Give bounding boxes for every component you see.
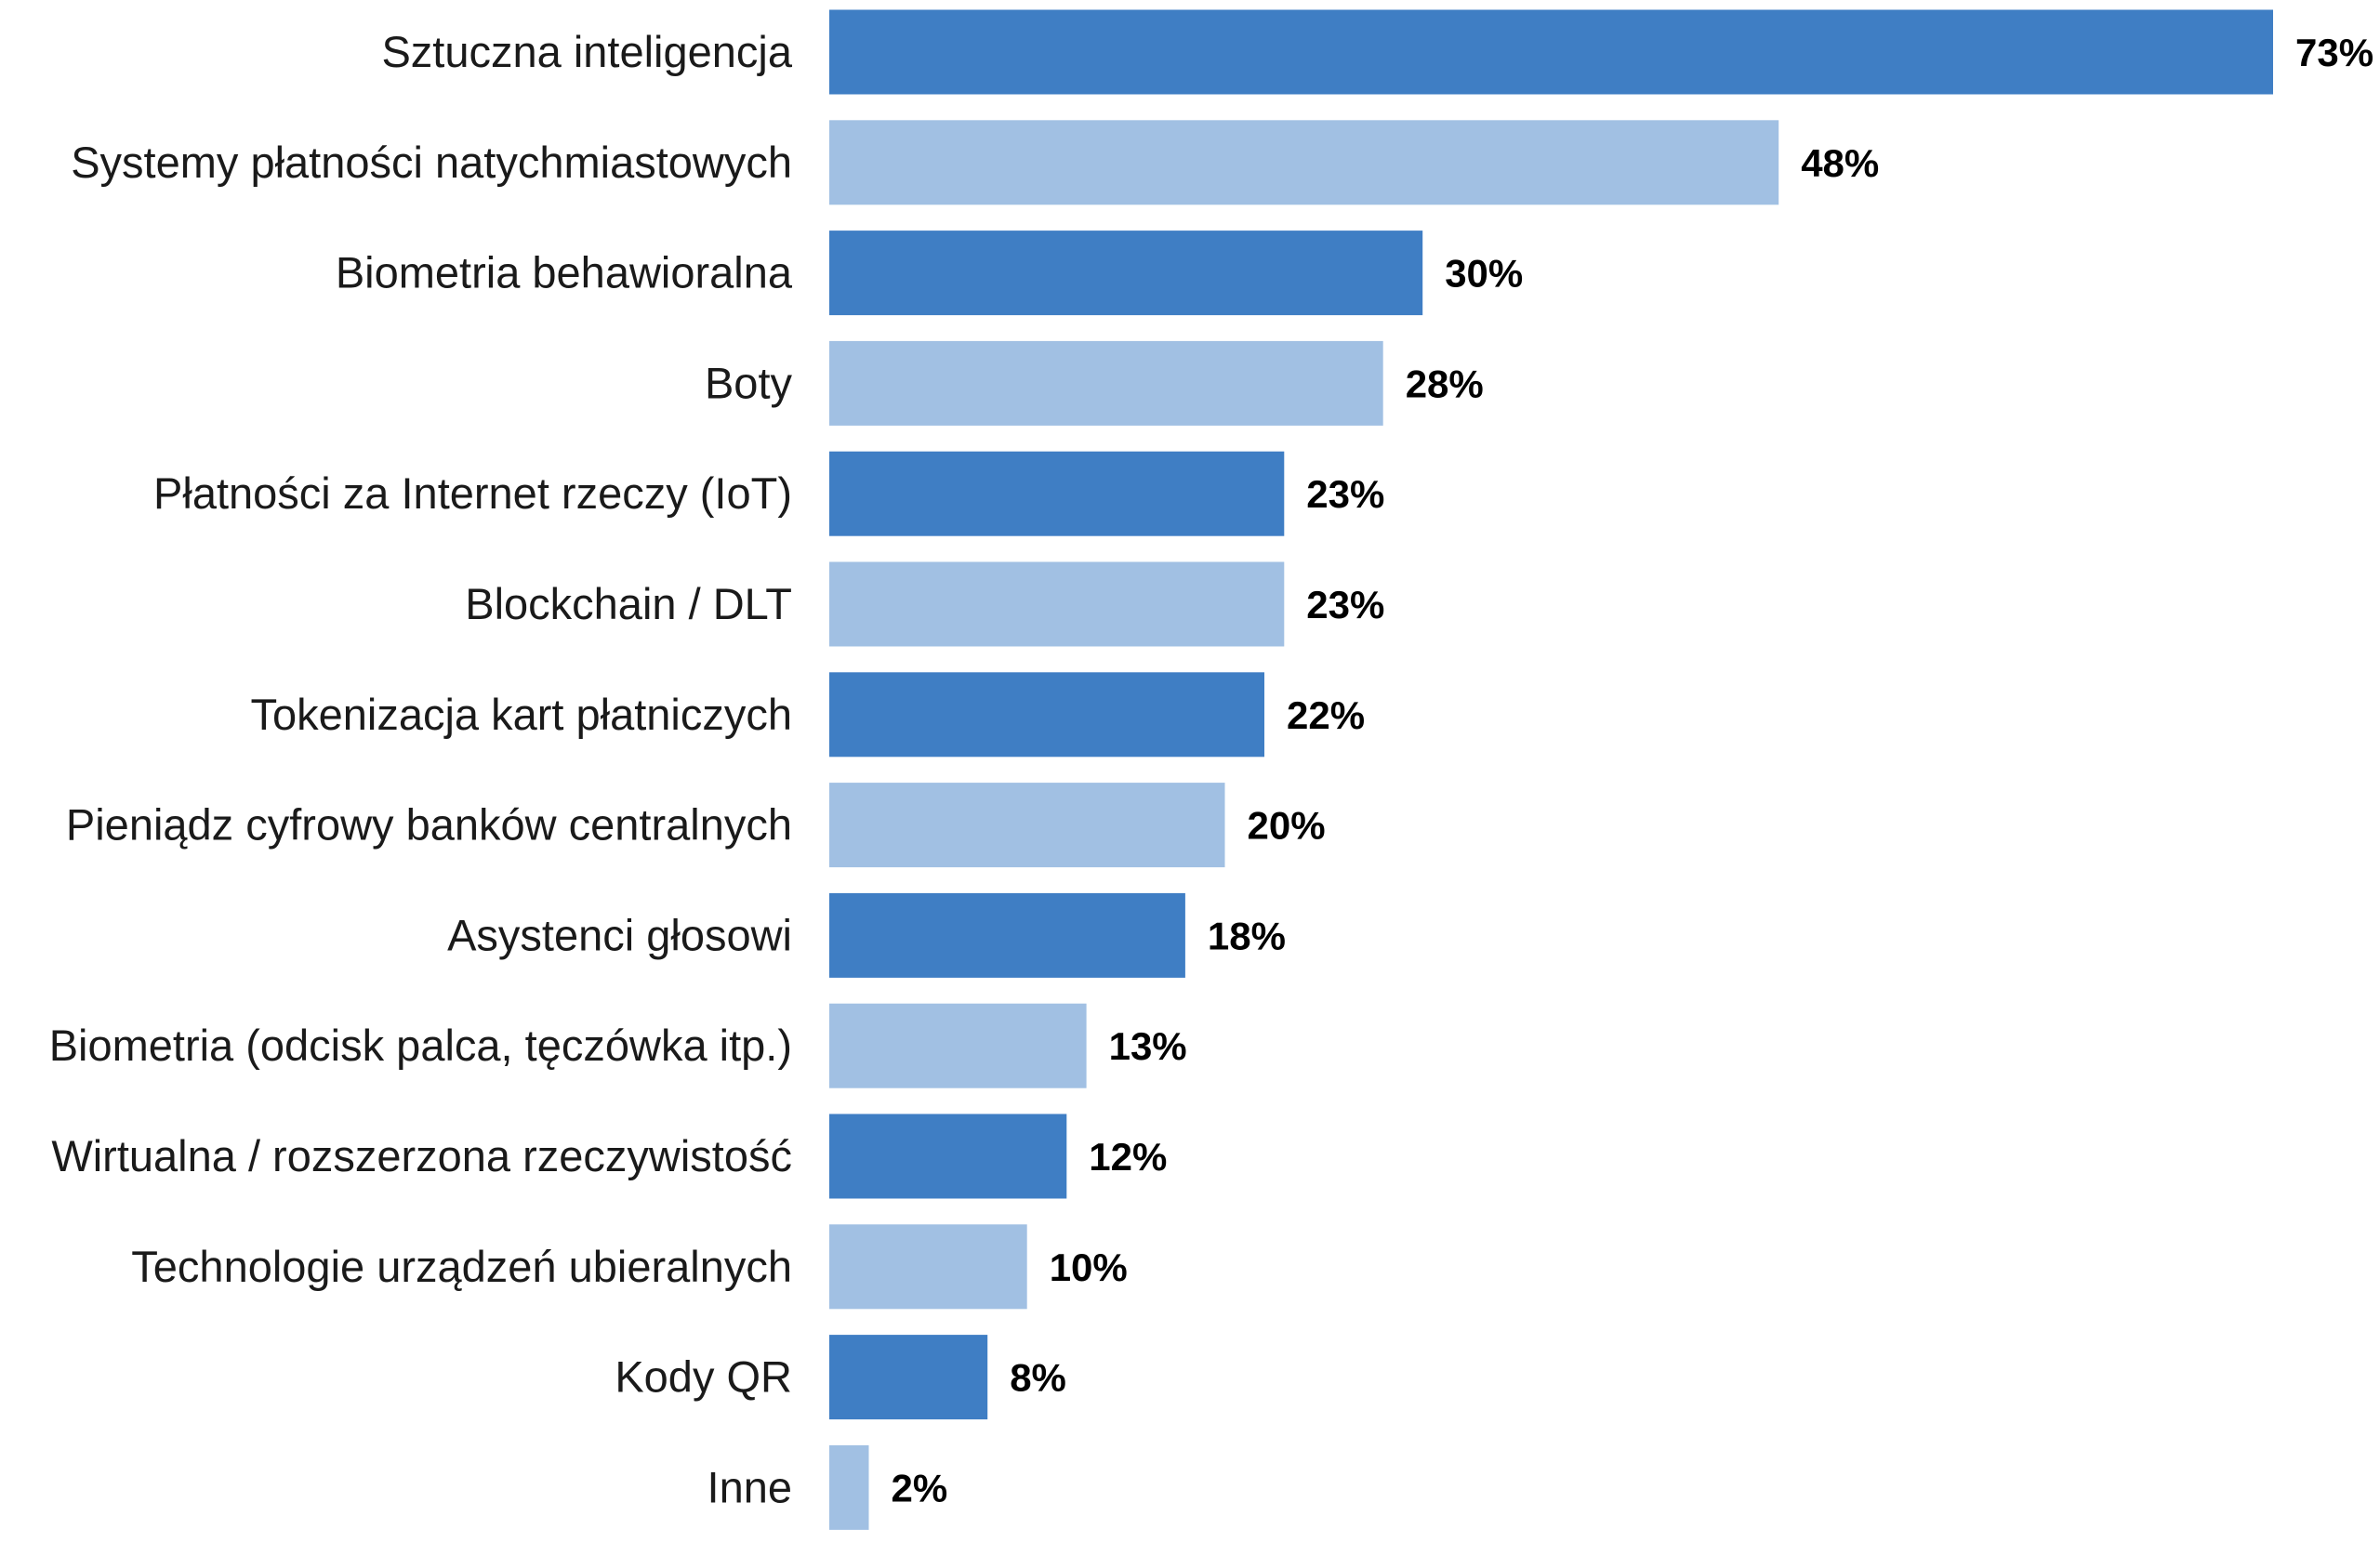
value-label-14: 2% <box>892 1466 948 1509</box>
bar-13 <box>829 1335 988 1420</box>
category-label-9: Asystenci głosowi <box>447 910 792 959</box>
bar-12 <box>829 1224 1027 1310</box>
value-label-8: 20% <box>1248 804 1326 848</box>
value-label-2: 48% <box>1801 141 1879 185</box>
bars-layer <box>829 9 2273 1530</box>
value-label-9: 18% <box>1208 914 1286 957</box>
bar-1 <box>829 9 2273 95</box>
bar-2 <box>829 120 1779 205</box>
bar-5 <box>829 451 1285 536</box>
value-label-1: 73% <box>2295 31 2373 74</box>
category-label-3: Biometria behawioralna <box>336 248 793 297</box>
bar-8 <box>829 783 1225 868</box>
bar-14 <box>829 1444 869 1530</box>
bar-9 <box>829 892 1185 978</box>
category-label-11: Wirtualna / rozszerzona rzeczywistość <box>51 1131 792 1180</box>
category-label-4: Boty <box>705 358 793 407</box>
bar-4 <box>829 340 1383 426</box>
value-label-3: 30% <box>1445 252 1523 296</box>
category-label-12: Technologie urządzeń ubieralnych <box>131 1242 792 1291</box>
category-label-7: Tokenizacja kart płatniczych <box>250 690 792 739</box>
category-label-6: Blockchain / DLT <box>465 579 792 628</box>
category-label-5: Płatności za Internet rzeczy (IoT) <box>153 468 792 518</box>
category-labels-layer: Sztuczna inteligencja Systemy płatności n… <box>49 27 793 1511</box>
value-label-12: 10% <box>1050 1245 1128 1289</box>
value-label-4: 28% <box>1406 362 1484 405</box>
value-label-11: 12% <box>1089 1135 1167 1179</box>
category-label-1: Sztuczna inteligencja <box>381 27 792 76</box>
value-labels-layer: 73% 48% 30% 28% 23% 23% 22% 20% 18% 13% 12% 10% 8% 2% <box>892 31 2374 1509</box>
bar-11 <box>829 1114 1067 1199</box>
value-label-5: 23% <box>1306 472 1384 516</box>
category-label-2: Systemy płatności natychmiastowych <box>71 138 792 187</box>
value-label-6: 23% <box>1306 583 1384 626</box>
category-label-13: Kody QR <box>615 1352 792 1402</box>
value-label-13: 8% <box>1010 1356 1066 1400</box>
category-label-8: Pieniądz cyfrowy banków centralnych <box>66 800 792 850</box>
value-label-7: 22% <box>1287 693 1365 737</box>
category-label-10: Biometria (odcisk palca, tęczówka itp.) <box>49 1021 792 1070</box>
bar-6 <box>829 561 1285 647</box>
value-label-10: 13% <box>1109 1024 1187 1068</box>
category-label-14: Inne <box>707 1462 792 1511</box>
bar-7 <box>829 672 1264 758</box>
bar-10 <box>829 1003 1087 1088</box>
bar-3 <box>829 231 1423 316</box>
